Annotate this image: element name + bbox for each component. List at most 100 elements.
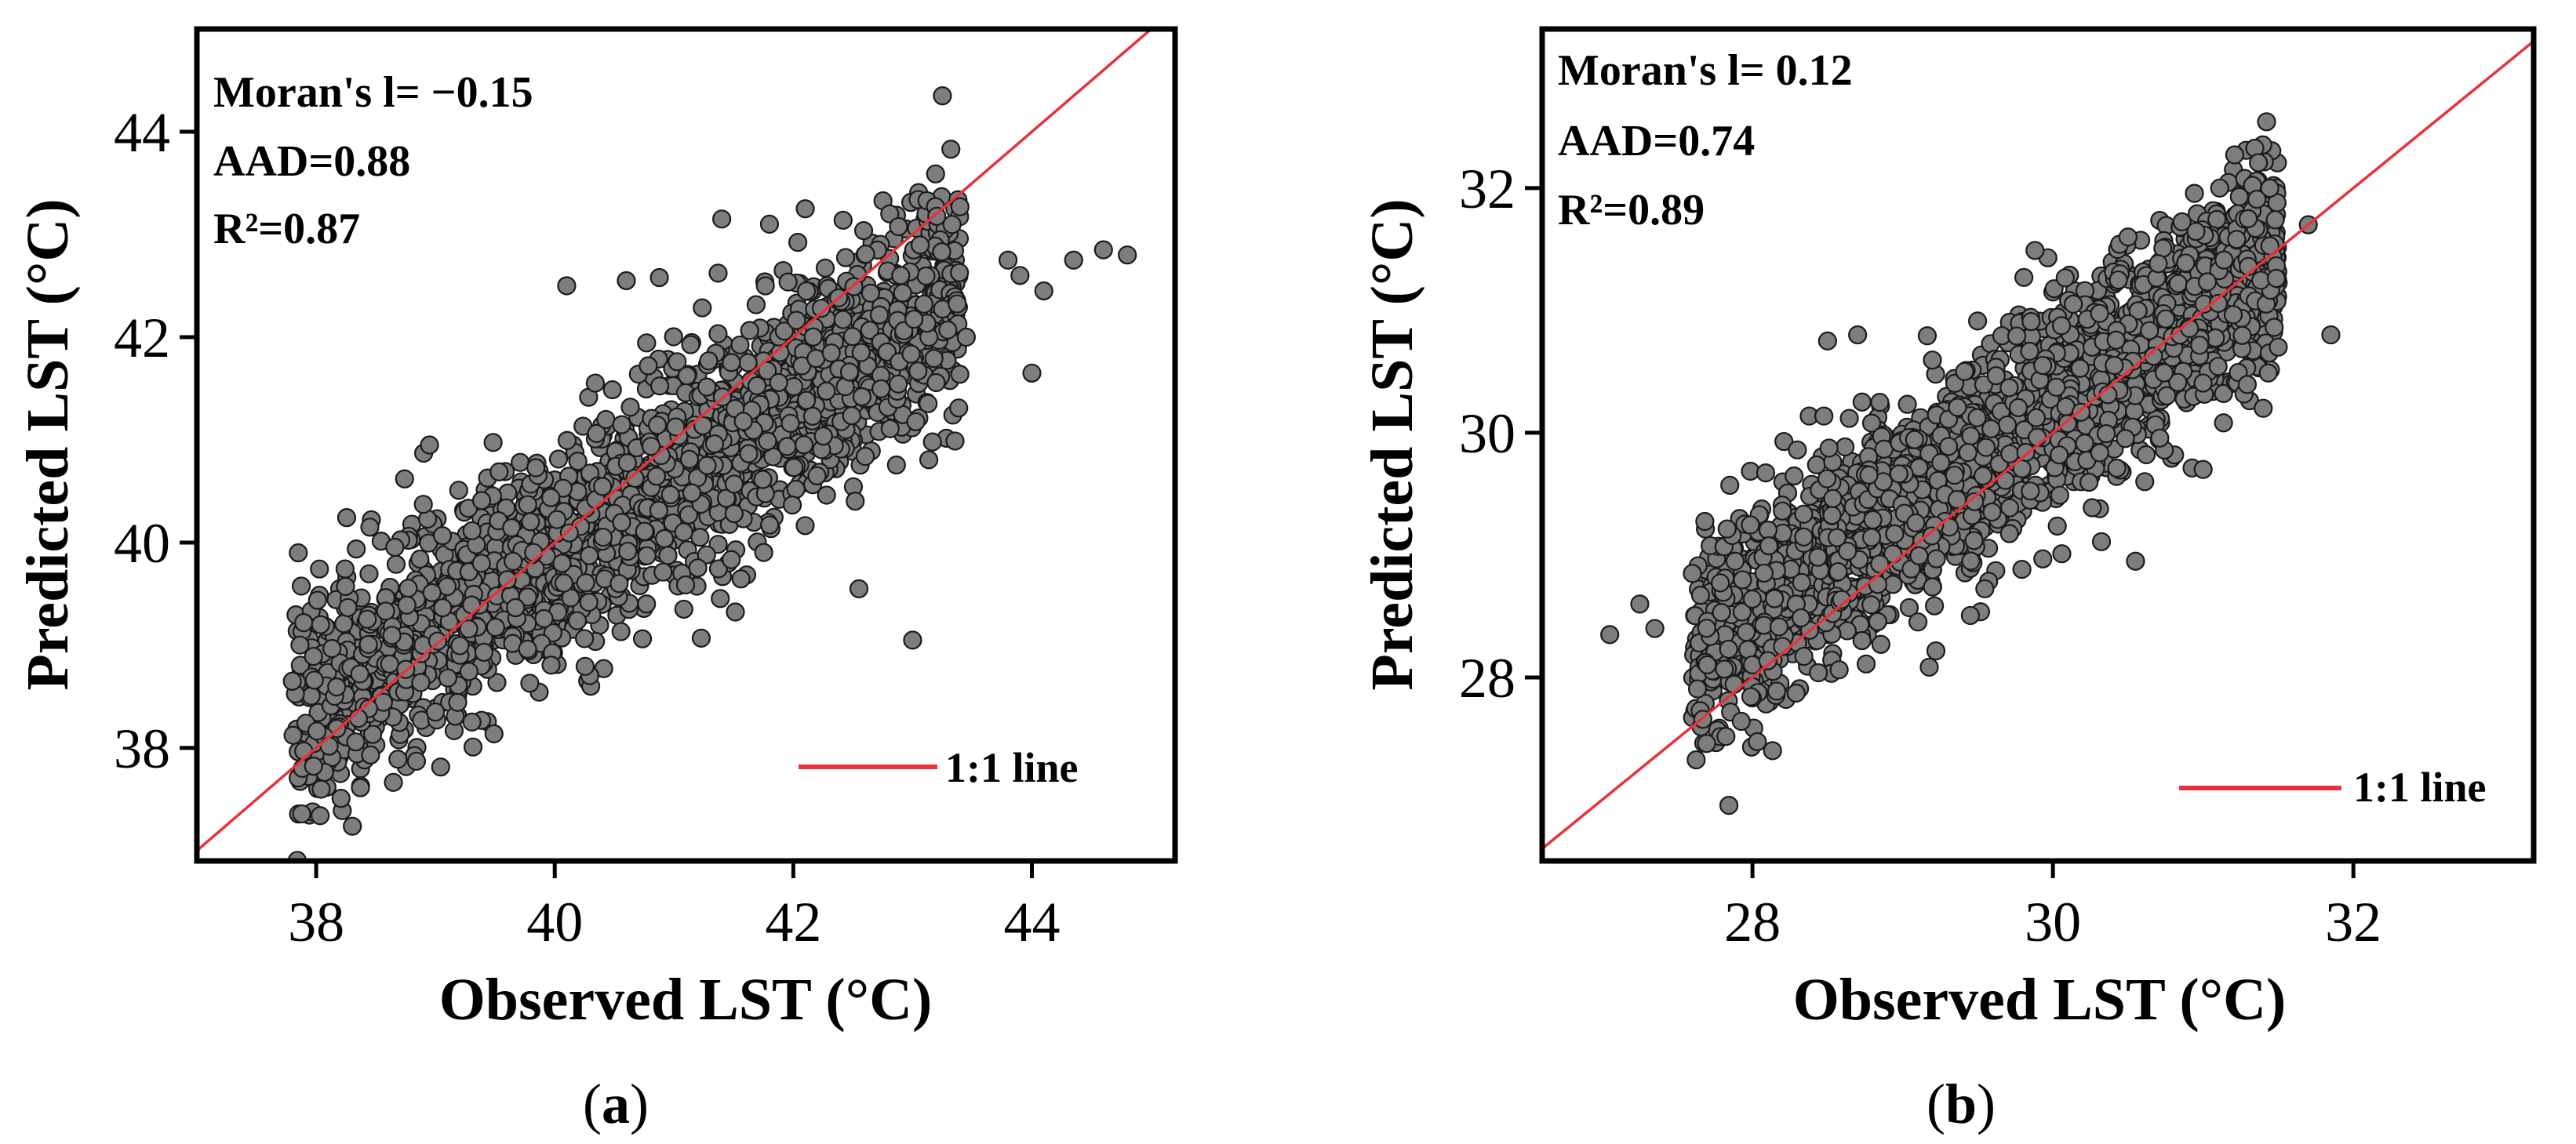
- scatter-point: [778, 272, 798, 292]
- scatter-point: [2047, 377, 2066, 397]
- scatter-point: [639, 356, 658, 376]
- scatter-point-outlier: [956, 327, 976, 347]
- y-axis-label-a: Predicted LST (°C): [15, 198, 81, 690]
- scatter-point-outlier: [2193, 459, 2213, 479]
- scatter-point: [708, 263, 728, 283]
- scatter-point: [649, 267, 669, 288]
- scatter-point: [1817, 469, 1837, 488]
- scatter-point: [1836, 437, 1855, 457]
- scatter-point: [908, 361, 928, 381]
- scatter-point: [1931, 452, 1951, 473]
- scatter-point: [337, 508, 357, 528]
- scatter-point: [433, 598, 453, 618]
- scatter-point: [2208, 357, 2228, 376]
- scatter-point-outlier: [1600, 625, 1620, 645]
- legend-label-b: 1:1 line: [2353, 764, 2487, 811]
- scatter-point: [432, 526, 453, 546]
- scatter-point-outlier: [420, 435, 439, 455]
- scatter-point: [1905, 430, 1924, 449]
- scatter-point: [697, 377, 717, 397]
- scatter-point: [660, 485, 680, 505]
- scatter-point: [880, 419, 900, 438]
- scatter-point: [855, 446, 875, 467]
- scatter-point-outlier: [2269, 337, 2288, 357]
- scatter-point: [1785, 466, 1804, 486]
- scatter-point-outlier: [933, 86, 952, 106]
- scatter-point-outlier: [1022, 363, 1042, 383]
- scatter-point: [506, 597, 526, 618]
- scatter-point: [708, 559, 729, 579]
- scatter-point: [2257, 112, 2276, 132]
- legend-label-a: 1:1 line: [945, 744, 1079, 791]
- scatter-point: [484, 724, 504, 743]
- scatter-point: [547, 510, 567, 529]
- scatter-point: [411, 673, 431, 692]
- scatter-point: [1814, 406, 1834, 426]
- scatter-point: [2026, 408, 2047, 427]
- scatter-point: [438, 668, 458, 688]
- scatter-point: [950, 365, 970, 384]
- scatter-point: [757, 361, 777, 380]
- scatter-point: [1765, 589, 1785, 608]
- scatter-point: [1712, 603, 1731, 623]
- scatter-point: [2079, 472, 2099, 492]
- scatter-point: [2091, 532, 2112, 551]
- scatter-point: [769, 372, 788, 392]
- scatter-point: [1961, 426, 1981, 446]
- scatter-point: [541, 488, 561, 507]
- scatter-point: [635, 521, 654, 541]
- stat-moran-b: Moran's l= 0.12: [1558, 46, 1853, 95]
- scatter-point: [2051, 316, 2072, 336]
- scatter-point: [567, 611, 588, 630]
- scatter-point: [877, 342, 897, 361]
- scatter-point: [782, 495, 802, 515]
- scatter-point: [2148, 254, 2168, 274]
- plot-frame-b: [1539, 26, 2537, 864]
- scatter-point: [2214, 383, 2233, 404]
- scatter-point: [2260, 178, 2279, 198]
- scatter-point: [1837, 621, 1857, 641]
- scatter-point-outlier: [426, 702, 446, 722]
- scatter-point: [2008, 398, 2028, 417]
- scatter-point: [2064, 294, 2083, 314]
- scatter-point: [1741, 687, 1761, 706]
- y-tick-label: 44: [114, 101, 170, 164]
- scatter-point: [322, 639, 342, 659]
- scatter-point: [2168, 274, 2188, 293]
- scatter-point: [813, 427, 833, 446]
- scatter-point: [1742, 589, 1763, 609]
- scatter-point: [786, 479, 806, 499]
- scatter-point: [2000, 444, 2020, 463]
- scatter-point: [548, 449, 569, 469]
- scatter-point: [449, 481, 468, 500]
- scatter-point: [922, 432, 942, 452]
- scatter-point: [380, 654, 399, 674]
- scatter-point: [733, 412, 753, 431]
- scatter-point: [463, 737, 483, 757]
- scatter-point: [666, 417, 686, 437]
- scatter-point: [2232, 325, 2252, 345]
- scatter-point: [693, 416, 713, 436]
- scatter-point: [2227, 230, 2247, 249]
- scatter-point: [632, 629, 653, 648]
- scatter-point: [795, 516, 815, 536]
- scatter-point: [2214, 413, 2233, 433]
- scatter-point-outlier: [903, 630, 922, 650]
- scatter-point: [311, 615, 330, 634]
- scatter-point: [518, 587, 537, 607]
- scatter-point: [2108, 270, 2128, 290]
- scatter-point: [511, 452, 530, 472]
- scatter-point: [1828, 561, 1848, 582]
- scatter-point: [1961, 551, 1981, 571]
- scatter-point: [1717, 519, 1737, 539]
- scatter-point: [1859, 465, 1879, 485]
- scatter-point: [307, 590, 327, 610]
- scatter-point: [410, 549, 430, 569]
- scatter-point: [1686, 750, 1706, 770]
- scatter-point: [941, 140, 961, 159]
- scatter-point: [853, 221, 874, 241]
- reference-line-a: [197, 29, 1154, 853]
- scatter-point-outlier: [759, 214, 780, 234]
- scatter-point: [1839, 409, 1859, 428]
- x-tick-label: 44: [1004, 891, 1061, 953]
